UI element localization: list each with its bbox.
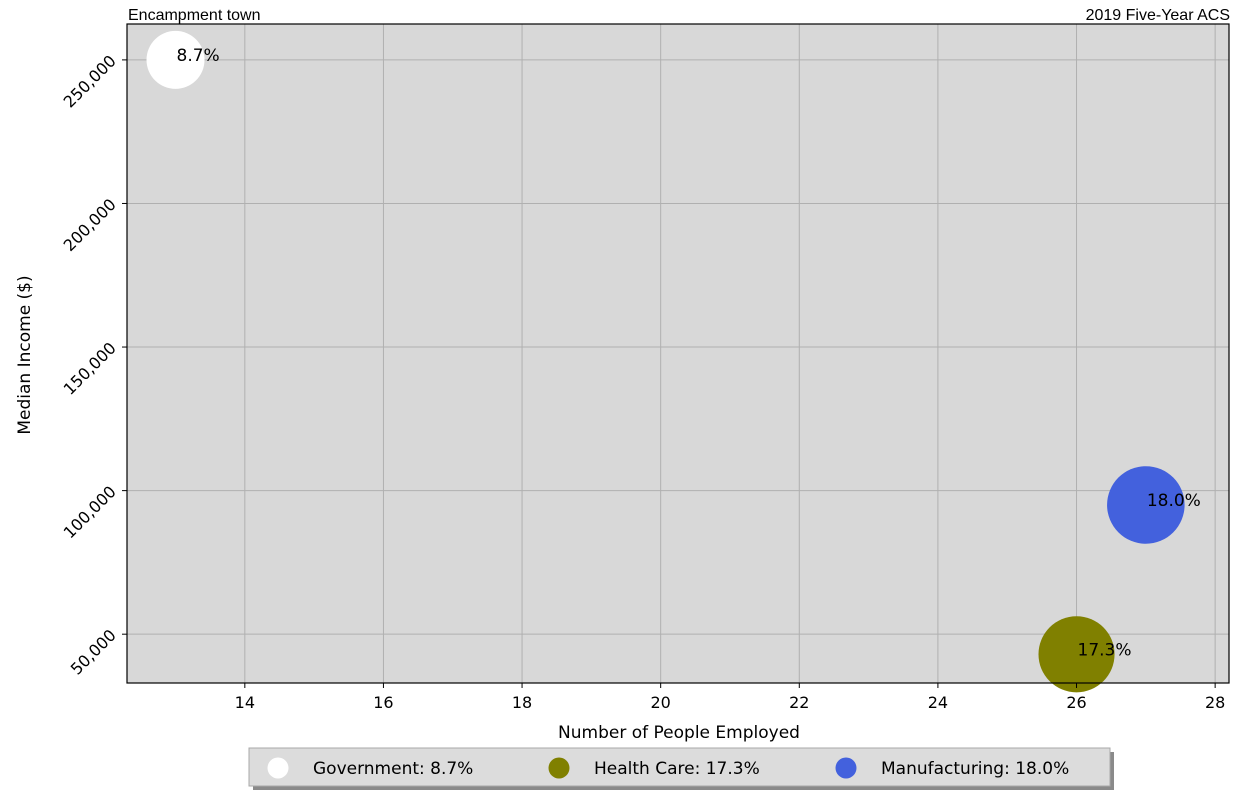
bubble-data-label: 18.0% bbox=[1147, 491, 1201, 511]
plot-frame bbox=[126, 23, 1230, 684]
x-tick-label: 28 bbox=[1205, 693, 1225, 712]
bubble-point bbox=[1038, 616, 1115, 693]
y-axis-label: Median Income ($) bbox=[15, 275, 35, 434]
legend-entry: Government: 8.7% bbox=[313, 759, 473, 779]
bubble-data-label: 8.7% bbox=[177, 46, 220, 66]
y-tick-label: 100,000 bbox=[60, 482, 120, 542]
bubble-point bbox=[146, 30, 205, 89]
legend: Government: 8.7% Health Care: 17.3% Manufa… bbox=[248, 747, 1114, 790]
grid-lines bbox=[127, 24, 1229, 683]
x-axis-label: Number of People Employed bbox=[558, 723, 800, 743]
y-tick-label: 150,000 bbox=[60, 338, 120, 398]
y-tick-label: 50,000 bbox=[67, 626, 120, 679]
y-tick-label: 200,000 bbox=[60, 195, 120, 255]
bubble-data-label: 17.3% bbox=[1078, 640, 1132, 660]
x-tick-label: 22 bbox=[789, 693, 809, 712]
x-tick-label: 20 bbox=[650, 693, 670, 712]
x-tick-label: 24 bbox=[928, 693, 948, 712]
bubble-layer: 8.7% 17.3% 18.0% bbox=[146, 30, 1201, 693]
x-tick-label: 14 bbox=[235, 693, 255, 712]
legend-marker bbox=[835, 757, 857, 779]
legend-entry: Manufacturing: 18.0% bbox=[881, 759, 1069, 779]
x-tick-label: 16 bbox=[373, 693, 393, 712]
bubble-point bbox=[1107, 466, 1185, 544]
legend-box bbox=[248, 747, 1111, 787]
x-tick-label: 26 bbox=[1066, 693, 1086, 712]
y-tick-label: 250,000 bbox=[60, 51, 120, 111]
legend-marker bbox=[548, 757, 570, 779]
plot-area bbox=[127, 24, 1229, 683]
x-tick-label: 18 bbox=[512, 693, 532, 712]
chart-title-right: 2019 Five-Year ACS bbox=[1086, 7, 1230, 24]
legend-entry: Health Care: 17.3% bbox=[594, 759, 760, 779]
chart-title-left: Encampment town bbox=[128, 7, 261, 24]
legend-marker bbox=[267, 757, 289, 779]
